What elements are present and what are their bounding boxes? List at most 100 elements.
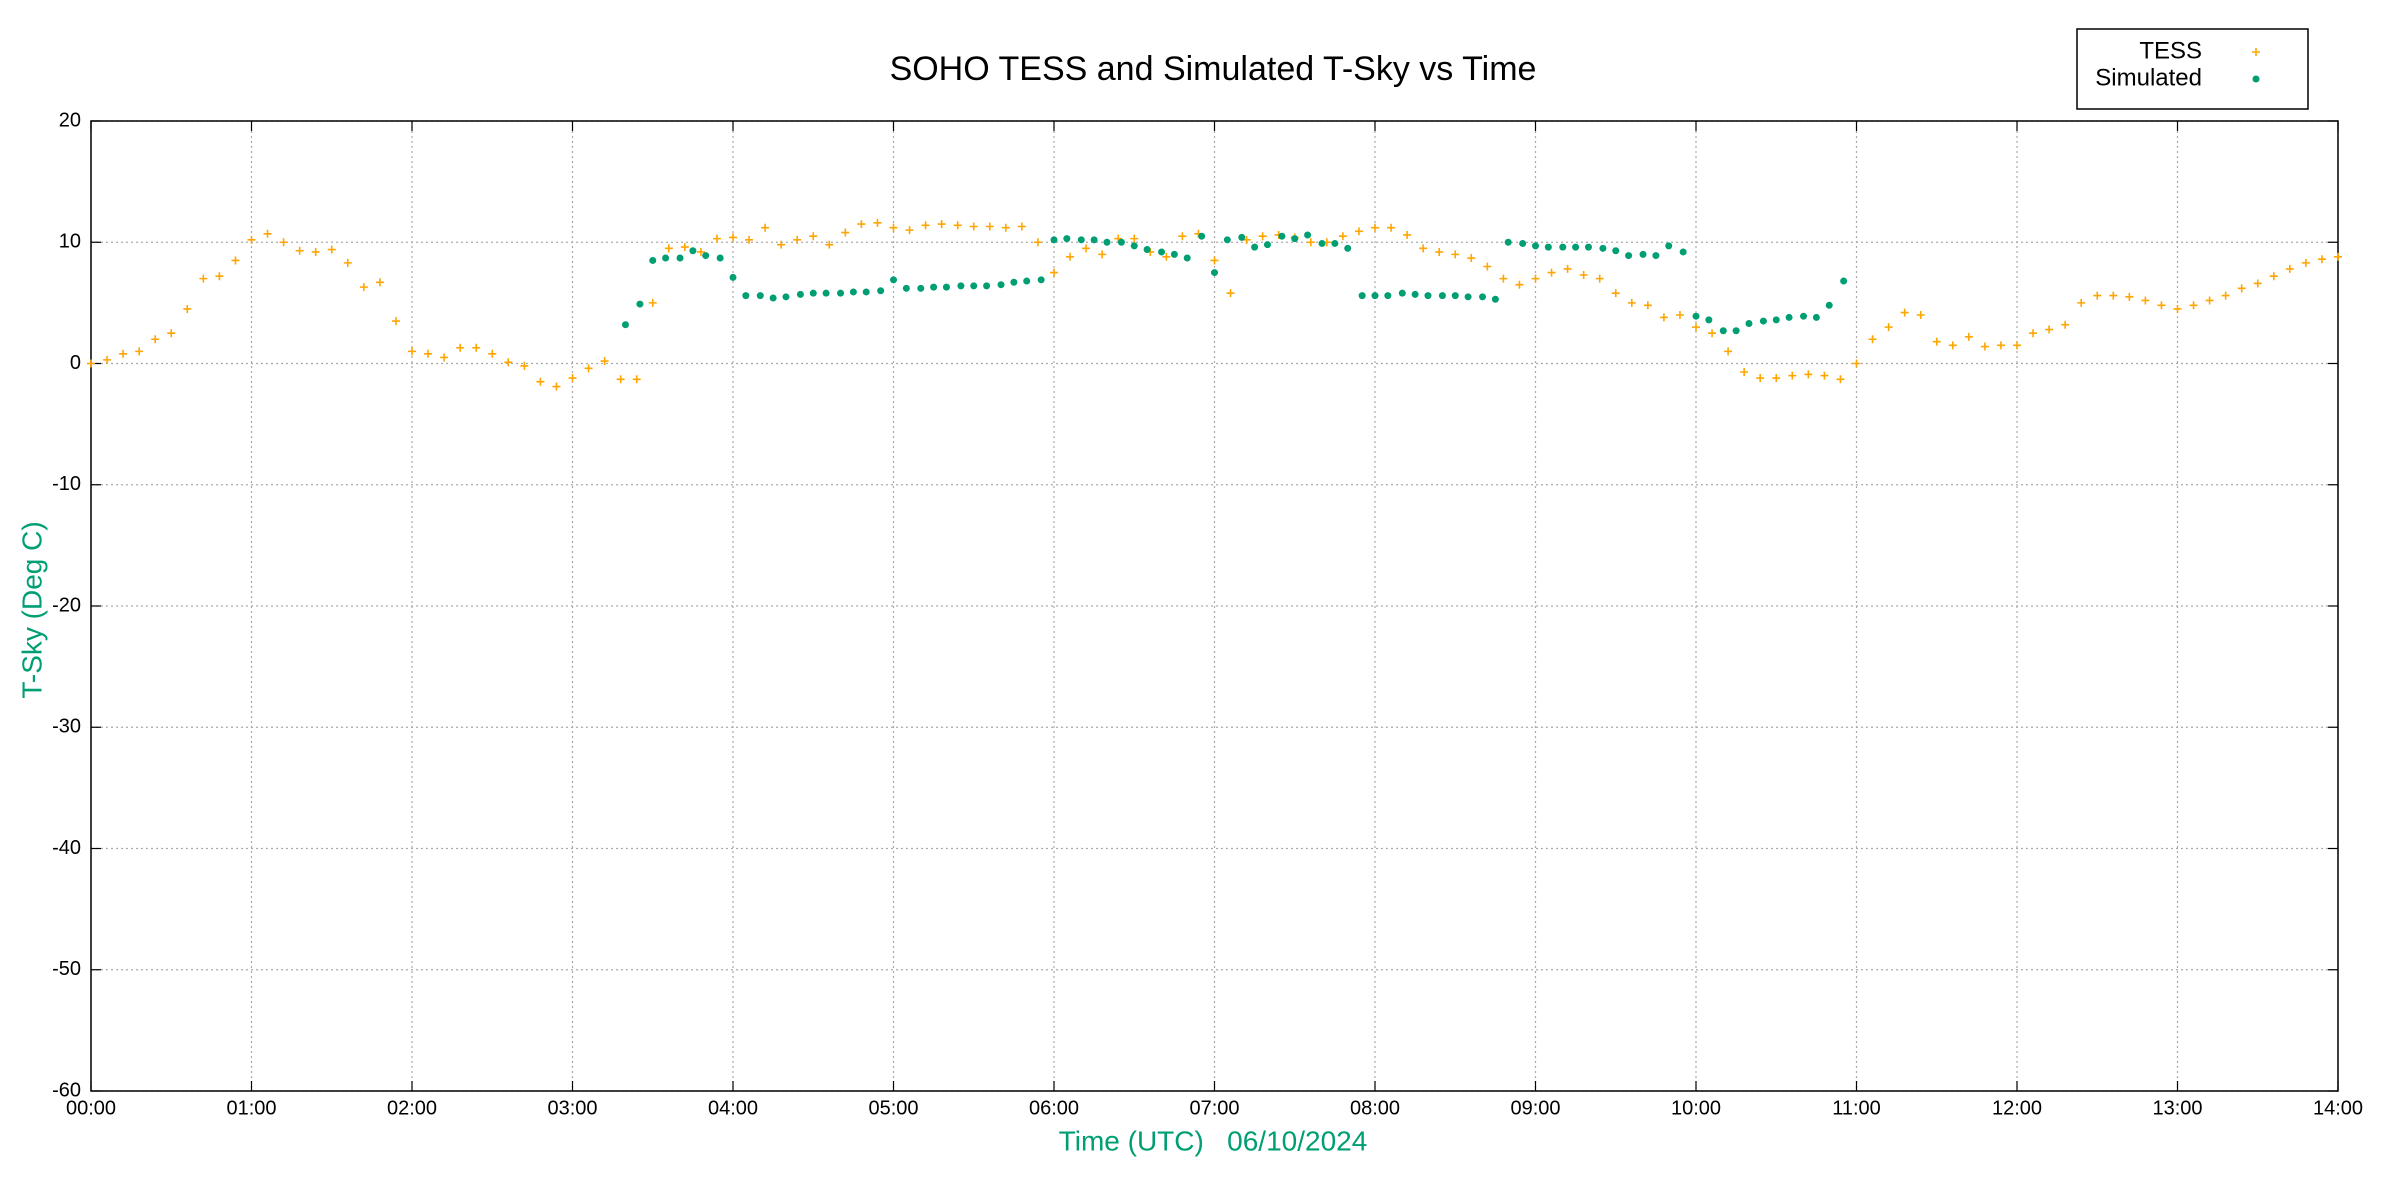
point <box>1812 313 1820 321</box>
point <box>2301 258 2310 267</box>
point <box>983 282 991 290</box>
point <box>1519 239 1527 247</box>
point <box>1836 375 1845 384</box>
point <box>889 223 898 232</box>
point <box>1639 250 1647 258</box>
x-tick-label: 12:00 <box>1992 1097 2042 1119</box>
point <box>841 228 850 237</box>
x-tick-label: 10:00 <box>1671 1097 1721 1119</box>
point <box>1531 274 1540 283</box>
point <box>937 220 946 229</box>
point <box>1398 289 1406 297</box>
point <box>1464 293 1472 301</box>
point <box>1675 311 1684 319</box>
point <box>1306 238 1315 247</box>
point <box>1719 327 1727 335</box>
point <box>1017 222 1026 231</box>
point <box>985 222 994 231</box>
point <box>632 375 641 384</box>
point <box>2269 272 2278 281</box>
point <box>2157 301 2166 310</box>
point <box>1331 239 1339 247</box>
point <box>664 244 673 253</box>
point <box>849 288 857 296</box>
point <box>957 282 965 290</box>
point <box>809 289 817 297</box>
point <box>649 256 657 264</box>
point <box>1692 312 1700 320</box>
point <box>793 235 802 244</box>
point <box>1010 278 1018 286</box>
point <box>2141 296 2150 305</box>
point <box>1238 233 1246 241</box>
point <box>905 226 914 235</box>
point <box>825 240 834 249</box>
point <box>1483 262 1492 271</box>
point <box>745 235 754 244</box>
point <box>1098 250 1107 259</box>
point <box>1278 232 1286 240</box>
point <box>1063 235 1071 243</box>
legend-marker <box>2252 48 2260 56</box>
point <box>167 329 176 338</box>
point <box>2253 279 2262 288</box>
x-tick-label: 07:00 <box>1189 1097 1239 1119</box>
point <box>2221 291 2230 300</box>
point <box>1665 242 1673 250</box>
point <box>1563 264 1572 273</box>
point <box>1759 317 1767 325</box>
point <box>902 284 910 292</box>
point <box>231 256 240 265</box>
point <box>1170 250 1178 258</box>
y-tick-label: -50 <box>52 958 81 980</box>
point <box>2061 320 2070 329</box>
point <box>1162 252 1171 261</box>
point <box>917 284 925 292</box>
point <box>1037 276 1045 284</box>
point <box>930 283 938 291</box>
point <box>135 347 144 356</box>
point <box>1183 254 1191 262</box>
point <box>756 292 764 300</box>
point <box>1611 289 1620 298</box>
point <box>2125 292 2134 301</box>
point <box>1840 277 1848 285</box>
point <box>568 374 577 383</box>
point <box>712 234 721 243</box>
x-tick-label: 14:00 <box>2313 1097 2363 1119</box>
point <box>636 300 644 308</box>
point <box>1785 313 1793 321</box>
point <box>877 287 885 295</box>
point <box>921 221 930 230</box>
point <box>1804 370 1813 379</box>
point <box>488 349 497 358</box>
point <box>777 240 786 249</box>
point <box>729 233 737 242</box>
point <box>2077 298 2086 307</box>
y-tick-label: 20 <box>59 109 81 131</box>
point <box>1479 293 1487 301</box>
x-tick-label: 01:00 <box>226 1097 276 1119</box>
point <box>327 245 336 254</box>
point <box>997 281 1005 289</box>
point <box>1964 332 1973 341</box>
point <box>873 218 882 227</box>
point <box>1745 319 1753 327</box>
x-tick-label: 13:00 <box>2152 1097 2202 1119</box>
point <box>1584 243 1592 251</box>
point <box>504 358 513 367</box>
point <box>424 349 433 358</box>
point <box>536 377 545 386</box>
point <box>1732 327 1740 335</box>
point <box>1411 290 1419 298</box>
point <box>1692 323 1700 332</box>
point <box>1627 298 1636 307</box>
point <box>796 290 804 298</box>
point <box>1023 277 1031 285</box>
point <box>1226 289 1235 298</box>
point <box>1438 292 1446 300</box>
point <box>552 382 561 391</box>
point <box>1211 269 1218 277</box>
point <box>1772 316 1780 324</box>
